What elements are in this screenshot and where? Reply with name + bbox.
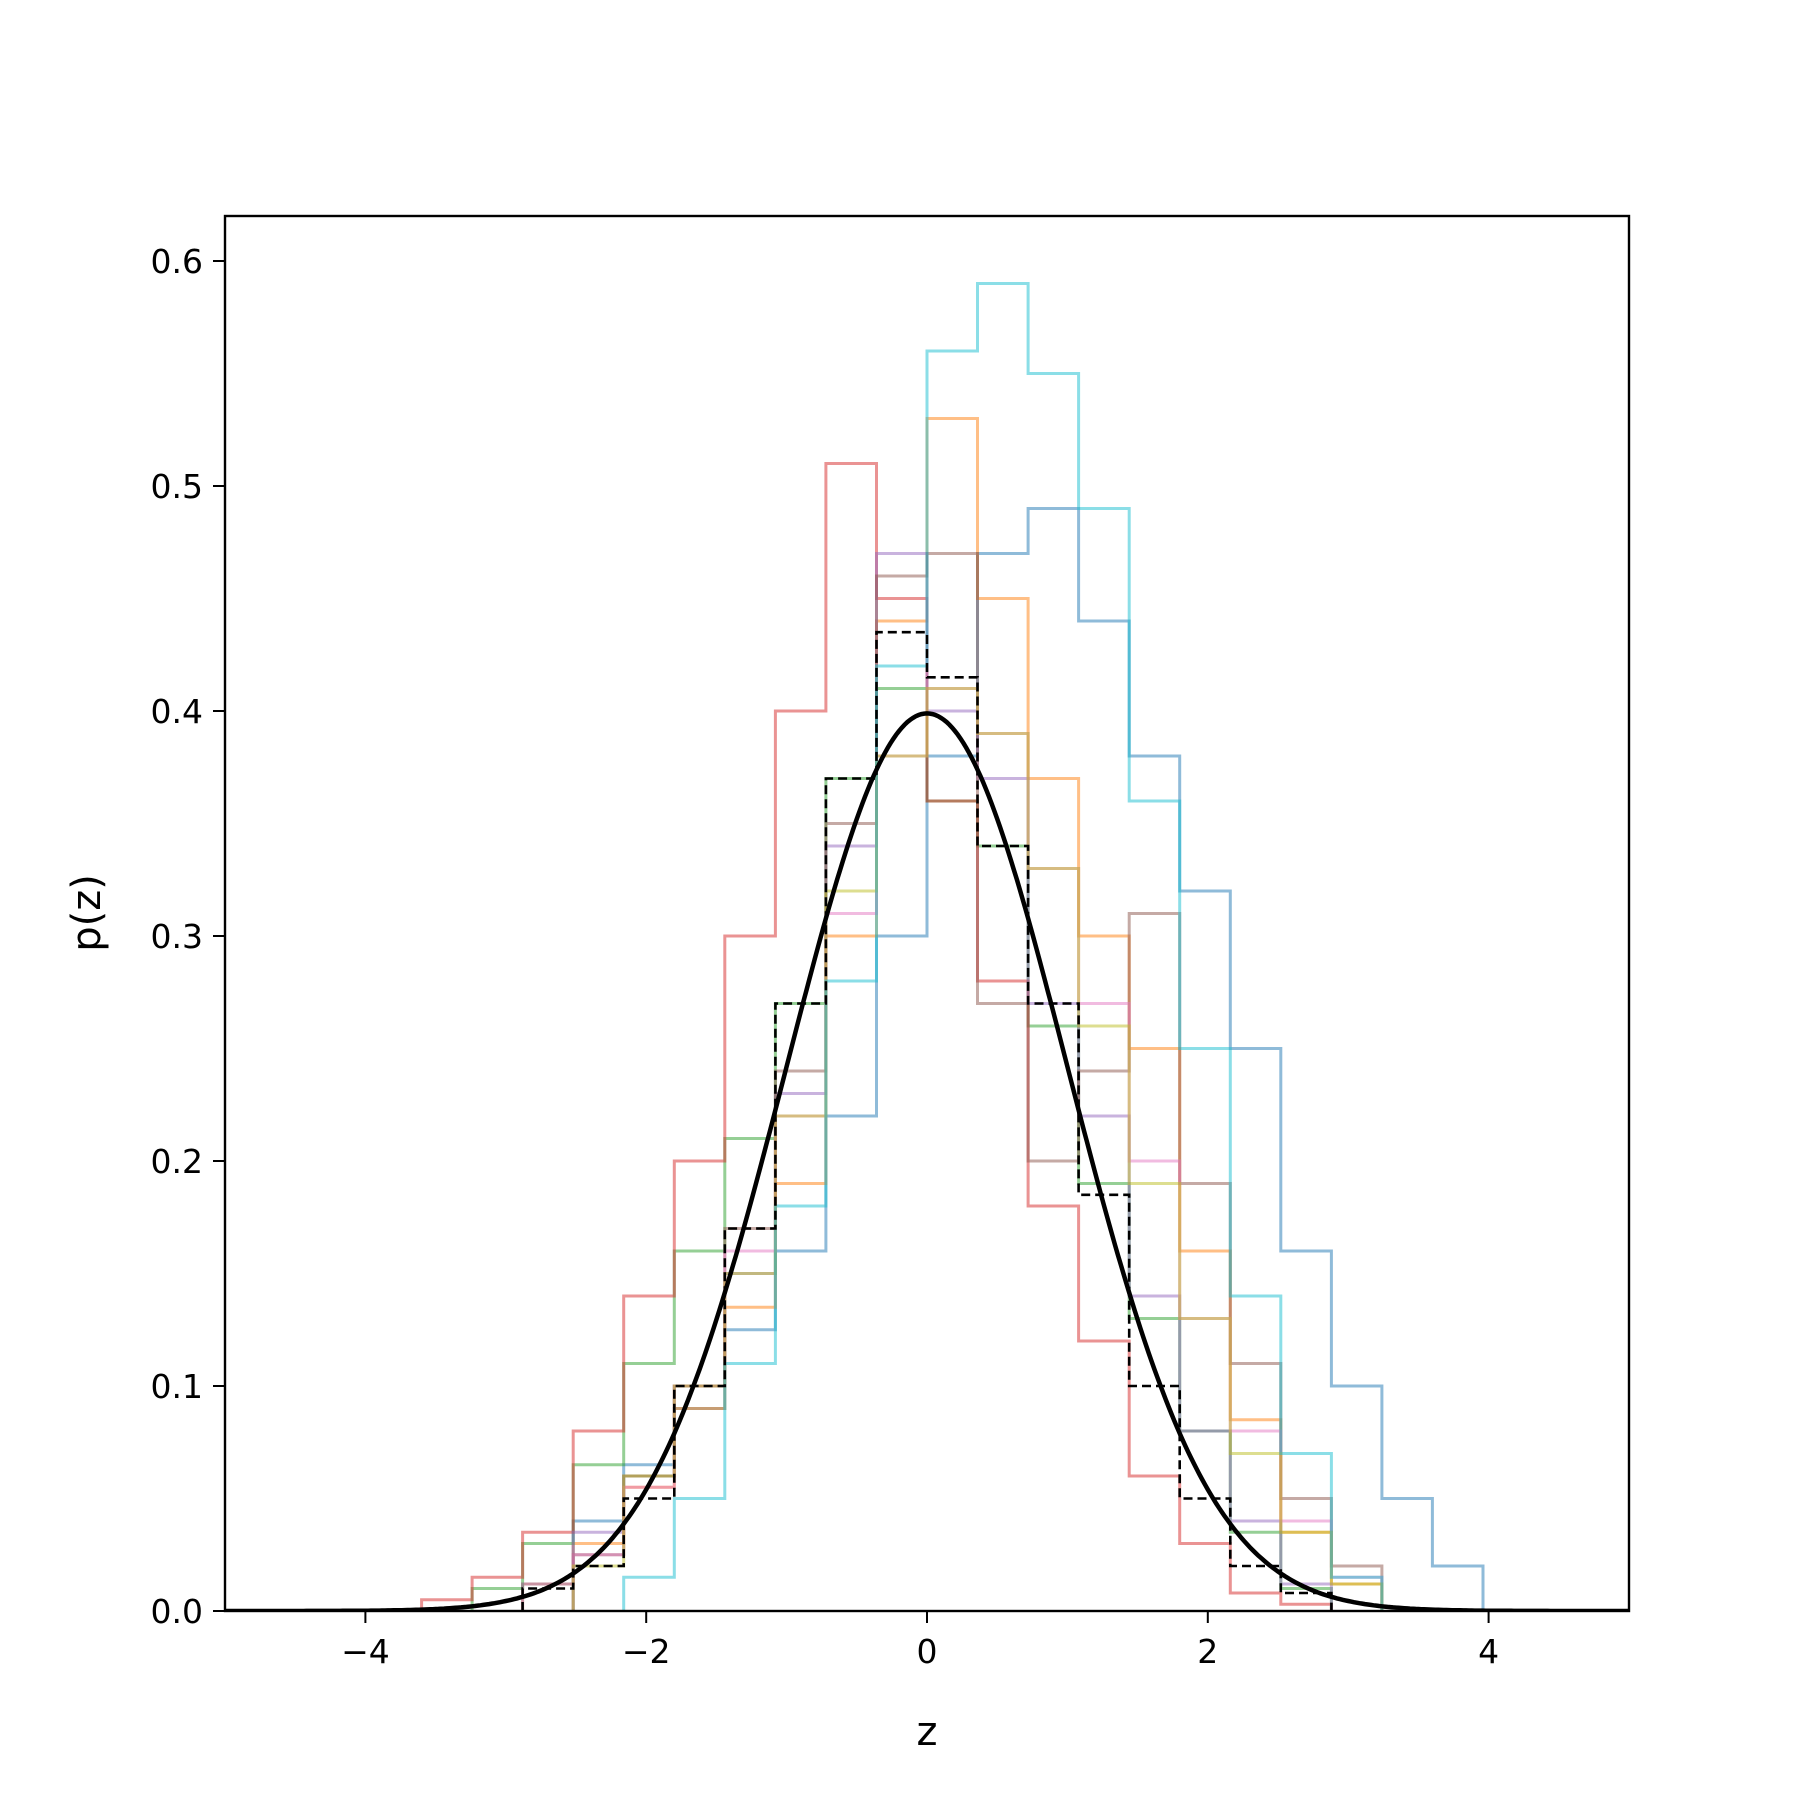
y-tick-label: 0.6 <box>151 242 203 281</box>
y-tick-label: 0.0 <box>151 1592 203 1631</box>
y-tick-label: 0.5 <box>151 467 203 506</box>
y-axis-label: p(z) <box>64 874 110 952</box>
x-tick-label: 4 <box>1478 1632 1499 1671</box>
y-tick-label: 0.3 <box>151 917 203 956</box>
x-tick-label: 0 <box>917 1632 938 1671</box>
sample-histogram-9 <box>622 282 1384 1611</box>
sample-histogram-4 <box>420 462 1333 1611</box>
reference-histogram <box>521 630 1333 1611</box>
x-tick-label: −2 <box>622 1632 671 1671</box>
y-tick-label: 0.4 <box>151 692 203 731</box>
x-tick-label: −4 <box>341 1632 390 1671</box>
y-tick-label: 0.2 <box>151 1142 203 1181</box>
x-axis-ticks: −4 −2 0 2 4 <box>341 1611 1499 1671</box>
x-tick-label: 2 <box>1197 1632 1218 1671</box>
x-axis-label: z <box>917 1709 938 1755</box>
normal-pdf-curve <box>225 711 1629 1611</box>
y-tick-label: 0.1 <box>151 1367 203 1406</box>
y-axis-ticks: 0.0 0.1 0.2 0.3 0.4 0.5 0.6 <box>151 242 225 1631</box>
series-layer <box>225 282 1629 1611</box>
